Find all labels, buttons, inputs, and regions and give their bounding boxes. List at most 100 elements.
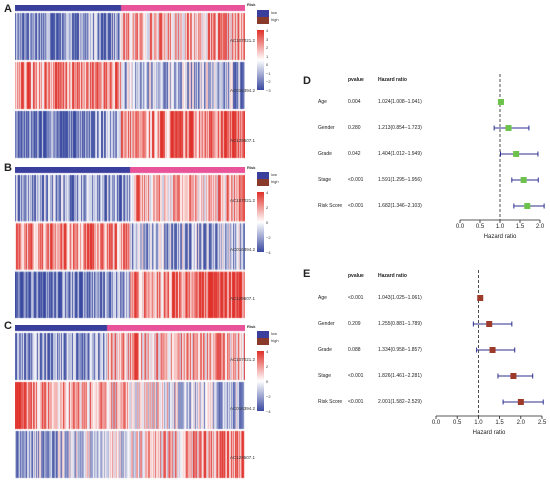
hr-point-marker — [524, 203, 531, 209]
forest-row-pvalue: <0.001 — [348, 399, 364, 405]
colorbar-tick-label: −2 — [266, 235, 271, 240]
heatmap-a-gene-3: AC129507.1 — [230, 138, 256, 143]
panel-letter-b: B — [4, 162, 12, 174]
forest-row-label: Risk Score — [318, 203, 343, 209]
heatmap-a-gene-1: AC107021.2 — [230, 38, 256, 43]
forest-col-header-pvalue: pvalue — [348, 273, 364, 279]
forest-row-pvalue: 0.004 — [348, 99, 361, 105]
heatmap-b-gene-1: AC107021.2 — [230, 198, 256, 203]
forest-row-label: Gender — [318, 321, 335, 327]
heatmap-b-canvas — [15, 167, 245, 320]
forest-row-label: Age — [318, 295, 327, 301]
heatmap-c-canvas — [15, 325, 245, 480]
heatmap-b-legend-high-swatch — [257, 179, 269, 186]
forest-row-hr-text: 1.334(0.958−1.857) — [378, 347, 422, 353]
heatmap-a-risk-header: Risk — [247, 2, 256, 7]
colorbar-tick-label: −1 — [266, 70, 271, 76]
heatmap-a-legend-high-swatch — [257, 17, 269, 24]
forest-col-header-pvalue: pvalue — [348, 77, 364, 83]
forest-row-hr-text: 1.591(1.295−1.956) — [378, 177, 422, 183]
heatmap-c-gene-1: AC107021.2 — [230, 357, 256, 362]
colorbar-tick-label: 4 — [266, 28, 269, 33]
heatmap-b-legend-low: low — [271, 172, 278, 177]
x-axis-tick-label: 0.5 — [453, 420, 462, 426]
heatmap-b-legend-high: high — [271, 179, 279, 184]
heatmap-c-legend-high-swatch — [257, 338, 269, 345]
hr-point-marker — [486, 321, 493, 327]
forest-row-label: Grade — [318, 151, 332, 157]
colorbar-tick-label: 1 — [266, 53, 269, 59]
forest-row-hr-text: 1.024(1.008−1.041) — [378, 99, 422, 105]
heatmap-c-legend-low-swatch — [257, 331, 269, 338]
hr-point-marker — [505, 125, 512, 131]
forest-row-label: Grade — [318, 347, 332, 353]
x-axis-title: Hazard ratio — [472, 430, 506, 436]
colorbar-tick-label: 0 — [266, 379, 269, 384]
heatmap-b-colorbar — [257, 192, 264, 252]
colorbar-tick-label: 2 — [266, 205, 269, 210]
forest-row-pvalue: <0.001 — [348, 295, 364, 301]
forest-row-pvalue: <0.001 — [348, 203, 364, 209]
hr-point-marker — [513, 151, 520, 157]
colorbar-tick-label: 0 — [266, 62, 269, 68]
heatmap-c-legend-low: low — [271, 331, 278, 336]
colorbar-tick-label: 0 — [266, 220, 269, 225]
x-axis-tick-label: 0.5 — [475, 224, 485, 230]
colorbar-tick-label: 2 — [266, 364, 269, 369]
forest-row-hr-text: 1.213(0.854−1.723) — [378, 125, 422, 131]
forest-row-label: Gender — [318, 125, 335, 131]
x-axis-tick-label: 1.0 — [474, 420, 483, 426]
forest-row-pvalue: <0.001 — [348, 177, 364, 183]
x-axis-tick-label: 2.5 — [537, 420, 547, 426]
forest-row-pvalue: 0.280 — [348, 125, 361, 131]
forest-row-hr-text: 1.404(1.012−1.949) — [378, 151, 422, 157]
heatmap-b — [15, 167, 245, 322]
forest-row-hr-text: 2.001(1.582−2.529) — [378, 399, 422, 405]
forest-col-header-hr: Hazard ratio — [378, 273, 407, 279]
colorbar-tick-label: −3 — [266, 88, 271, 93]
colorbar-tick-label: −4 — [266, 250, 271, 255]
heatmap-b-legend-low-swatch — [257, 172, 269, 179]
heatmap-a-gene-2: AC016394.2 — [230, 88, 256, 93]
colorbar-tick-label: 3 — [266, 36, 269, 42]
hr-point-marker — [517, 399, 524, 405]
colorbar-tick-label: −4 — [266, 409, 271, 414]
colorbar-tick-label: −2 — [266, 79, 271, 85]
panel-letter-e: E — [303, 268, 311, 280]
forest-row-pvalue: 0.042 — [348, 151, 361, 157]
heatmap-c-colorbar — [257, 351, 264, 411]
heatmap-a-legend-low: low — [271, 10, 278, 15]
forest-row-label: Risk Score — [318, 399, 343, 405]
forest-col-header-hr: Hazard ratio — [378, 77, 407, 83]
forest-row-pvalue: 0.209 — [348, 321, 361, 327]
colorbar-tick-label: −2 — [266, 394, 271, 399]
x-axis-tick-label: 1.5 — [515, 224, 525, 230]
x-axis-tick-label: 2.0 — [516, 420, 525, 426]
hr-point-marker — [489, 347, 496, 353]
hr-point-marker — [510, 373, 517, 379]
x-axis-tick-label: 1.5 — [495, 420, 504, 426]
forest-row-hr-text: 1.255(0.881−1.789) — [378, 321, 422, 327]
hr-point-marker — [477, 295, 484, 301]
forest-row-pvalue: 0.088 — [348, 347, 361, 353]
heatmap-b-gene-3: AC129507.1 — [230, 296, 256, 301]
heatmap-a — [15, 5, 245, 165]
heatmap-b-gene-2: AC016394.2 — [230, 247, 256, 252]
heatmap-c — [15, 325, 245, 483]
heatmap-a-canvas — [15, 5, 245, 160]
forest-row-hr-text: 1.682(1.346−2.103) — [378, 203, 422, 209]
heatmap-c-risk-header: Risk — [247, 324, 256, 329]
forest-row-hr-text: 1.043(1.025−1.061) — [378, 295, 422, 301]
forest-row-label: Age — [318, 99, 327, 105]
forest-row-hr-text: 1.826(1.461−2.281) — [378, 373, 422, 379]
heatmap-a-colorbar — [257, 30, 264, 90]
colorbar-tick-label: 2 — [266, 45, 269, 51]
heatmap-a-legend-low-swatch — [257, 10, 269, 17]
heatmap-a-legend-high: high — [271, 17, 279, 22]
heatmap-b-risk-header: Risk — [247, 165, 256, 170]
x-axis-tick-label: 0.0 — [455, 224, 465, 230]
forest-row-pvalue: <0.001 — [348, 373, 364, 379]
colorbar-tick-label: 4 — [266, 349, 269, 354]
